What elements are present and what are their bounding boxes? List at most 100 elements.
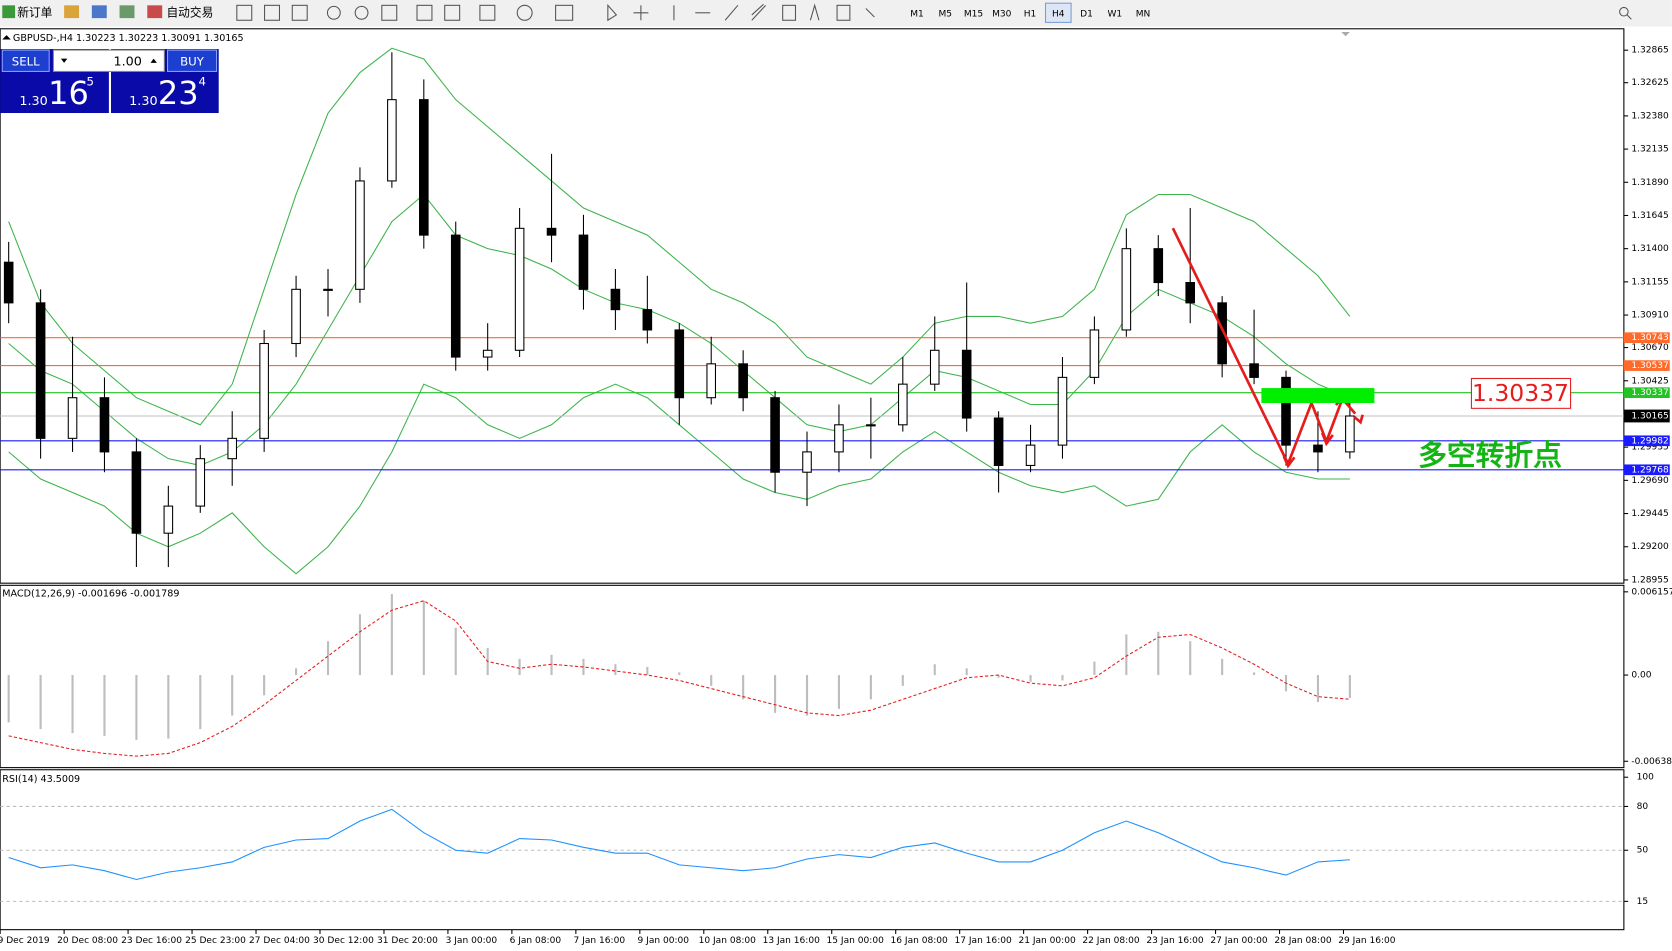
- candle-body: [291, 288, 301, 345]
- annotation-box: [1470, 377, 1572, 409]
- candle-body: [227, 437, 238, 460]
- candle-body: [67, 397, 78, 439]
- x-tick-label: 21 Jan 00:00: [1018, 936, 1076, 946]
- timeframe[interactable]: M1: [910, 9, 924, 19]
- y-tick-label: 1.31400: [1631, 244, 1669, 254]
- timeframe[interactable]: M15: [964, 9, 983, 19]
- timeframe[interactable]: M30: [992, 9, 1012, 19]
- icon[interactable]: [91, 5, 107, 19]
- candle-body: [1345, 415, 1355, 453]
- new-order[interactable]: 新订单: [17, 5, 52, 19]
- tool[interactable]: [809, 3, 820, 21]
- sell-big: 16: [48, 74, 89, 112]
- y-tick-label: 1.32135: [1631, 145, 1668, 155]
- timeframe[interactable]: H1: [1024, 9, 1037, 19]
- timeframe[interactable]: MN: [1136, 9, 1151, 19]
- candle-body: [578, 234, 589, 290]
- tool[interactable]: [836, 4, 851, 21]
- buy-label[interactable]: BUY: [180, 54, 205, 68]
- level-tag: [1623, 360, 1670, 371]
- candle-body: [99, 397, 110, 453]
- x-tick-label: 9 Jan 00:00: [638, 936, 690, 946]
- main-layer: 1.32865 1.32625 1.32380 1.32135 1.31890 1.316…: [0, 46, 1672, 946]
- tool[interactable]: [326, 5, 341, 20]
- collapse-icon[interactable]: [2, 35, 11, 40]
- lot-value[interactable]: 1.00: [113, 54, 141, 69]
- y-tick-label: 50: [1637, 846, 1649, 856]
- candle-body: [546, 227, 557, 236]
- search[interactable]: [1626, 14, 1632, 20]
- tool[interactable]: [416, 4, 433, 21]
- candle-body: [866, 424, 876, 427]
- buy-button[interactable]: [166, 49, 218, 72]
- tool[interactable]: [291, 4, 308, 21]
- candle-body: [131, 451, 142, 534]
- tool[interactable]: [236, 4, 253, 21]
- candle-body: [355, 180, 365, 290]
- x-tick-label: 30 Dec 12:00: [313, 936, 374, 946]
- y-tick-label: 1.31155: [1631, 277, 1668, 287]
- auto-trade-icon[interactable]: [147, 5, 163, 19]
- tool[interactable]: [724, 4, 739, 21]
- x-tick-label: 23 Dec 16:00: [121, 936, 182, 946]
- candle-body: [1217, 302, 1227, 365]
- current-price-tag: [1623, 409, 1670, 423]
- candle-body: [674, 329, 685, 399]
- timeframe[interactable]: W1: [1107, 9, 1122, 19]
- x-tick-label: 25 Dec 23:00: [185, 936, 246, 946]
- x-tick-label: 15 Jan 00:00: [827, 936, 885, 946]
- tool[interactable]: [444, 4, 461, 21]
- candle-body: [1313, 444, 1323, 453]
- candle-body: [1057, 376, 1068, 446]
- timeframe[interactable]: D1: [1080, 9, 1093, 19]
- y-tick-label: 100: [1637, 773, 1655, 783]
- lot-down[interactable]: [60, 58, 68, 63]
- sell-button[interactable]: [1, 49, 50, 72]
- x-tick-label: 27 Jan 00:00: [1210, 936, 1268, 946]
- tool[interactable]: [479, 4, 496, 21]
- y-tick-label: 1.29445: [1631, 509, 1668, 519]
- tool[interactable]: [354, 5, 369, 20]
- tool[interactable]: [751, 3, 767, 21]
- x-tick-label: 7 Jan 16:00: [574, 936, 626, 946]
- tool[interactable]: [782, 4, 797, 21]
- y-tick-label: 1.30670: [1631, 343, 1669, 353]
- lot-up[interactable]: [150, 58, 157, 63]
- candle-body: [929, 349, 940, 385]
- new-order-icon[interactable]: [2, 5, 16, 19]
- timeframe[interactable]: H4: [1052, 9, 1065, 19]
- auto-trade[interactable]: 自动交易: [166, 5, 213, 19]
- tool[interactable]: [516, 4, 533, 21]
- level-tag: [1623, 332, 1670, 344]
- icon[interactable]: [119, 5, 135, 19]
- candle-body: [387, 99, 397, 182]
- level-label: 1.30337: [1631, 388, 1668, 398]
- y-tick-label: 1.29935: [1631, 443, 1668, 453]
- candle-body: [993, 417, 1004, 466]
- macd-panel: [0, 584, 1625, 769]
- tool[interactable]: [264, 4, 281, 21]
- search[interactable]: [1619, 6, 1629, 17]
- tool[interactable]: [865, 8, 875, 18]
- sell-label[interactable]: SELL: [12, 54, 40, 68]
- current-price: 1.30165: [1631, 411, 1668, 421]
- main-chart: [0, 28, 1625, 584]
- lot-field[interactable]: [52, 49, 165, 72]
- candle-body: [738, 363, 748, 399]
- x-tick-label: 28 Jan 08:00: [1274, 936, 1332, 946]
- rsi-label: RSI(14) 43.5009: [2, 774, 80, 785]
- level-tag: [1623, 387, 1670, 399]
- y-tick-label: 1.29690: [1631, 476, 1669, 486]
- y-tick-label: 0.006157: [1631, 587, 1672, 597]
- icon[interactable]: [64, 5, 80, 19]
- support-zone: [1261, 388, 1375, 404]
- tool[interactable]: [633, 5, 649, 21]
- shift-marker: [1341, 31, 1350, 37]
- tool[interactable]: [381, 4, 398, 21]
- tool[interactable]: [555, 4, 574, 21]
- timeframe[interactable]: M5: [938, 9, 952, 19]
- chart-header: GBPUSD-,H4 1.30223 1.30223 1.30091 1.301…: [13, 33, 244, 44]
- tool[interactable]: [607, 3, 618, 22]
